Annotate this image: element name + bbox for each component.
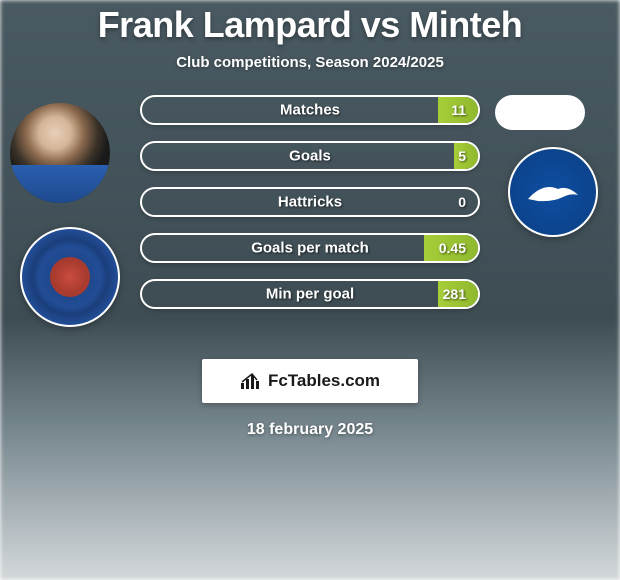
chart-icon <box>240 372 262 390</box>
seagull-icon <box>523 177 583 207</box>
page-title: Frank Lampard vs Minteh <box>0 4 620 46</box>
club-left-badge <box>20 227 120 327</box>
stat-value-right: 5 <box>458 148 466 164</box>
stat-label: Matches <box>280 102 340 119</box>
stat-rows: Matches 11 Goals 5 Hattricks 0 Goals per match… <box>140 95 480 325</box>
logo-box[interactable]: FcTables.com <box>202 359 418 403</box>
date-label: 18 february 2025 <box>0 421 620 439</box>
club-left-inner-icon <box>50 257 90 297</box>
player-left-avatar <box>10 103 110 203</box>
stat-label: Min per goal <box>266 286 354 303</box>
compare-area: Matches 11 Goals 5 Hattricks 0 Goals per match… <box>0 95 620 345</box>
stat-label: Goals <box>289 148 331 165</box>
stat-value-right: 281 <box>443 286 466 302</box>
stat-value-right: 0.45 <box>439 240 466 256</box>
subtitle: Club competitions, Season 2024/2025 <box>0 54 620 71</box>
logo-text: FcTables.com <box>268 371 380 391</box>
stat-label: Goals per match <box>251 240 369 257</box>
stat-value-right: 11 <box>451 102 466 118</box>
stat-row: Min per goal 281 <box>140 279 480 309</box>
stat-label: Hattricks <box>278 194 342 211</box>
player-right-avatar <box>495 95 585 130</box>
content: Frank Lampard vs Minteh Club competition… <box>0 0 620 580</box>
club-right-badge <box>508 147 598 237</box>
stat-row: Goals 5 <box>140 141 480 171</box>
stat-value-right: 0 <box>458 194 466 210</box>
stat-row: Goals per match 0.45 <box>140 233 480 263</box>
stat-row: Hattricks 0 <box>140 187 480 217</box>
stat-row: Matches 11 <box>140 95 480 125</box>
